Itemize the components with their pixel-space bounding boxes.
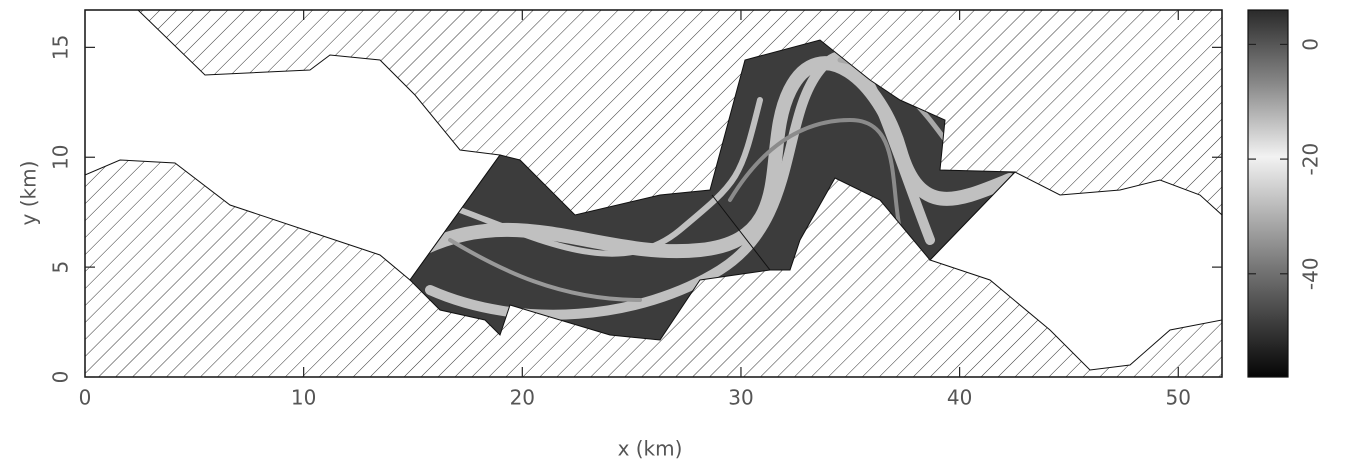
x-tick-label: 40 bbox=[947, 386, 972, 410]
y-tick-label: 10 bbox=[49, 145, 73, 170]
x-tick-label: 10 bbox=[291, 386, 316, 410]
colorbar-tick-label: -20 bbox=[1299, 143, 1323, 176]
y-tick-label: 15 bbox=[49, 35, 73, 60]
y-axis-label: y (km) bbox=[17, 161, 41, 226]
plot-area bbox=[84, 9, 1223, 378]
x-tick-label: 50 bbox=[1166, 386, 1191, 410]
river-right bbox=[929, 171, 1223, 371]
y-tick-label: 5 bbox=[49, 261, 73, 274]
colorbar-tick-label: -40 bbox=[1299, 257, 1323, 290]
colorbar-tick-label: 0 bbox=[1299, 38, 1323, 51]
colorbar bbox=[1247, 9, 1289, 378]
x-tick-label: 30 bbox=[728, 386, 753, 410]
y-tick-label: 0 bbox=[49, 371, 73, 384]
plot-frame bbox=[84, 9, 1223, 378]
x-tick-label: 20 bbox=[510, 386, 535, 410]
x-tick-label: 0 bbox=[79, 386, 92, 410]
x-axis-label: x (km) bbox=[618, 437, 683, 461]
